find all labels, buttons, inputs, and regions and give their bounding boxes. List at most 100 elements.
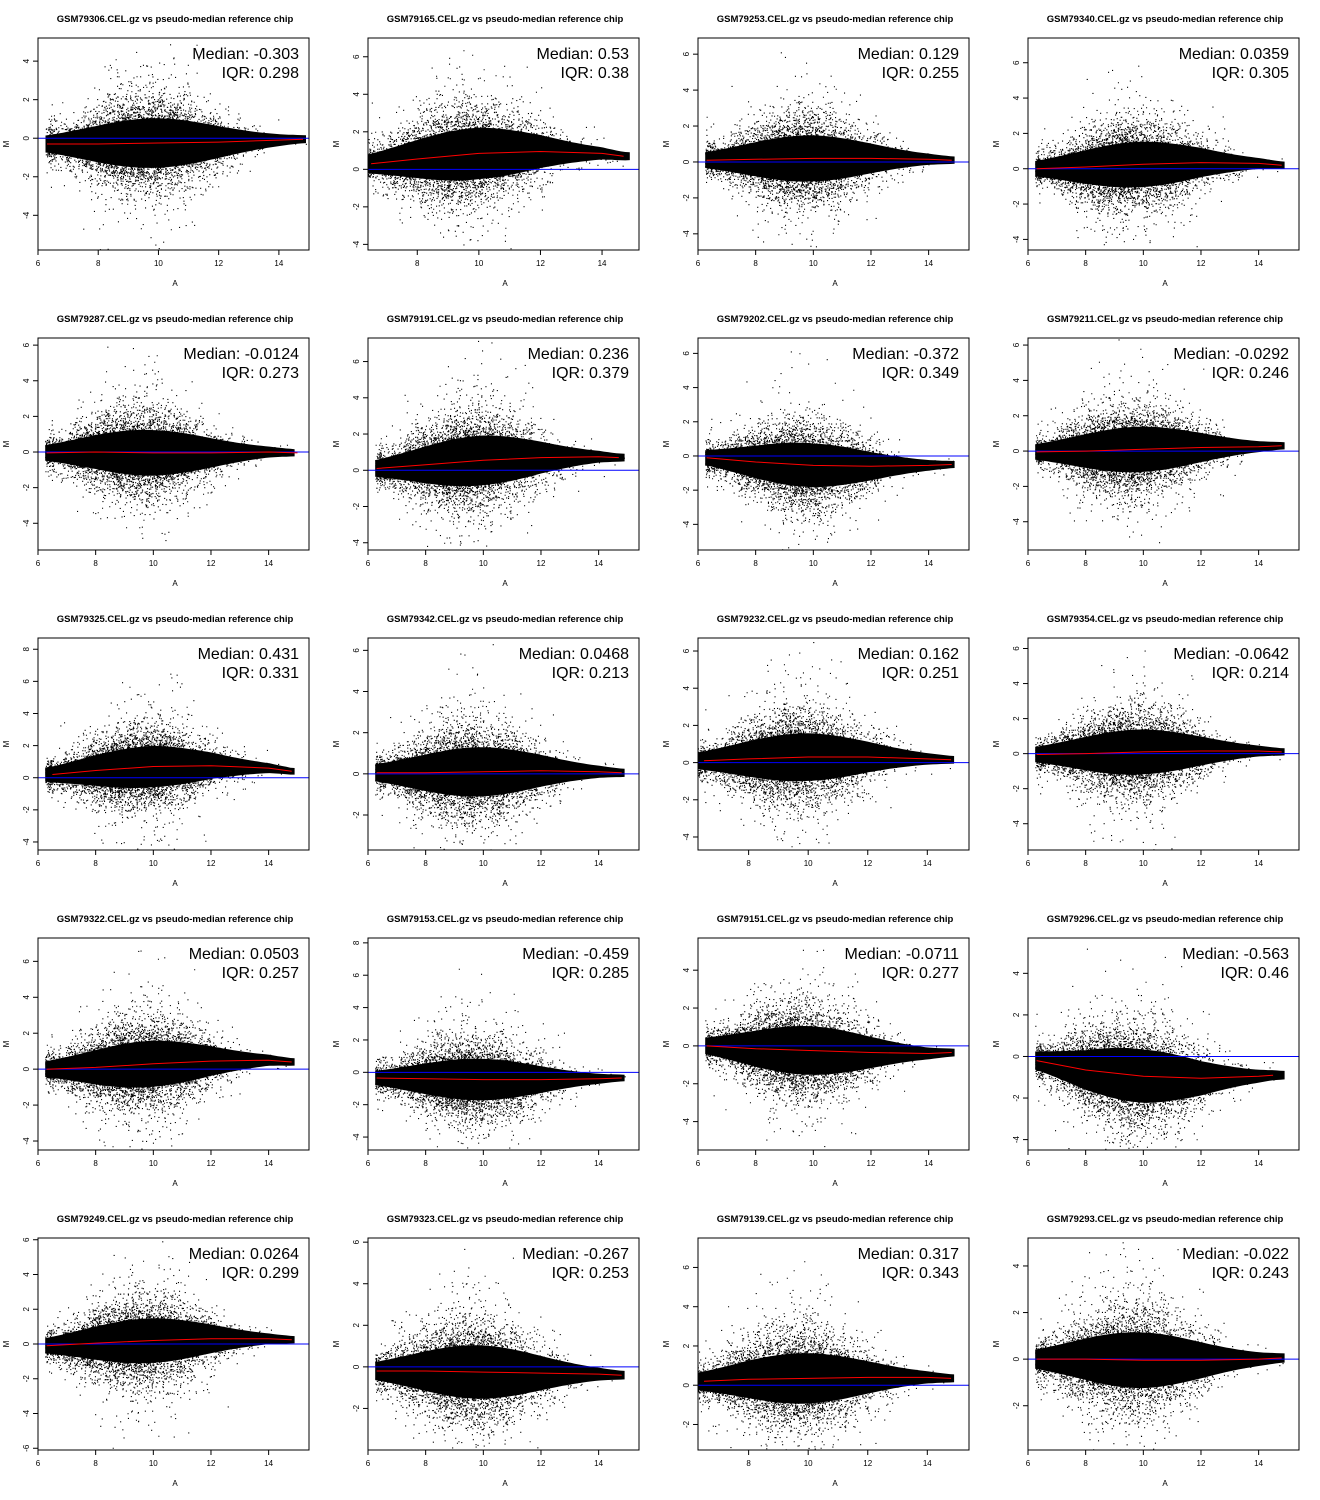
ma-plot-svg: GSM79340.CEL.gz vs pseudo-median referen…: [990, 0, 1320, 300]
ma-plot-panel: GSM79191.CEL.gz vs pseudo-median referen…: [330, 300, 660, 600]
x-tick-label: 10: [809, 559, 818, 568]
y-tick-label: -4: [22, 1409, 31, 1417]
iqr-label: IQR: 0.379: [552, 365, 629, 382]
x-tick-label: 8: [423, 1159, 428, 1168]
y-tick-label: -2: [682, 194, 691, 202]
y-tick-label: 2: [682, 419, 691, 424]
y-tick-label: -2: [22, 484, 31, 492]
x-tick-label: 10: [804, 859, 813, 868]
x-tick-label: 6: [366, 859, 371, 868]
y-tick-label: 2: [682, 1343, 691, 1348]
x-tick-label: 12: [1197, 859, 1206, 868]
y-tick-label: -4: [22, 1137, 31, 1145]
x-tick-label: 8: [746, 1459, 751, 1468]
y-tick-label: -2: [1012, 1094, 1021, 1102]
y-tick-label: 0: [352, 468, 361, 473]
x-tick-label: 8: [746, 859, 751, 868]
y-tick-label: -4: [1012, 1136, 1021, 1144]
median-label: Median: -0.0292: [1173, 346, 1289, 363]
ma-plot-panel: GSM79354.CEL.gz vs pseudo-median referen…: [990, 600, 1320, 900]
y-tick-label: 4: [352, 1005, 361, 1010]
y-tick-label: 6: [682, 648, 691, 653]
median-label: Median: -0.267: [522, 1246, 629, 1263]
x-tick-label: 6: [1026, 1459, 1031, 1468]
x-tick-label: 14: [594, 559, 603, 568]
iqr-label: IQR: 0.285: [552, 965, 629, 982]
ma-plot-svg: GSM79342.CEL.gz vs pseudo-median referen…: [330, 600, 660, 900]
y-tick-label: 4: [352, 92, 361, 97]
y-axis-label: M: [332, 140, 341, 147]
x-tick-label: 8: [1083, 259, 1088, 268]
median-label: Median: -0.563: [1182, 946, 1289, 963]
y-tick-label: -2: [22, 1101, 31, 1109]
x-axis-label: A: [172, 1179, 178, 1188]
x-tick-label: 8: [1083, 859, 1088, 868]
iqr-label: IQR: 0.255: [882, 65, 959, 82]
plot-title: GSM79354.CEL.gz vs pseudo-median referen…: [1047, 614, 1284, 625]
ma-plot-panel: GSM79211.CEL.gz vs pseudo-median referen…: [990, 300, 1320, 600]
x-axis-label: A: [172, 279, 178, 288]
y-axis-label: M: [2, 1340, 11, 1347]
ma-plot-panel: GSM79323.CEL.gz vs pseudo-median referen…: [330, 1200, 660, 1500]
x-tick-label: 8: [96, 259, 101, 268]
y-tick-label: 6: [352, 648, 361, 653]
y-axis-label: M: [662, 1040, 671, 1047]
median-label: Median: -0.0711: [845, 946, 960, 963]
x-tick-label: 6: [36, 559, 41, 568]
ma-plot-panel: GSM79139.CEL.gz vs pseudo-median referen…: [660, 1200, 990, 1500]
x-tick-label: 14: [923, 1459, 932, 1468]
plot-title: GSM79296.CEL.gz vs pseudo-median referen…: [1047, 914, 1284, 925]
x-tick-label: 10: [474, 259, 483, 268]
plot-title: GSM79322.CEL.gz vs pseudo-median referen…: [57, 914, 294, 925]
x-tick-label: 6: [36, 1159, 41, 1168]
x-tick-label: 10: [809, 1159, 818, 1168]
y-tick-label: -4: [22, 211, 31, 219]
x-tick-label: 12: [1197, 1159, 1206, 1168]
plot-title: GSM79306.CEL.gz vs pseudo-median referen…: [57, 14, 294, 25]
x-tick-label: 14: [264, 859, 273, 868]
y-tick-label: -2: [22, 173, 31, 181]
y-axis-label: M: [992, 140, 1001, 147]
median-label: Median: 0.431: [198, 646, 300, 663]
x-tick-label: 12: [207, 1159, 216, 1168]
y-tick-label: -2: [352, 1101, 361, 1109]
plot-title: GSM79202.CEL.gz vs pseudo-median referen…: [717, 314, 954, 325]
x-axis-label: A: [832, 579, 838, 588]
x-tick-label: 6: [36, 259, 41, 268]
y-tick-label: 2: [682, 723, 691, 728]
y-tick-label: -2: [682, 1080, 691, 1088]
y-tick-label: 4: [352, 1281, 361, 1286]
plot-title: GSM79232.CEL.gz vs pseudo-median referen…: [717, 614, 954, 625]
y-tick-label: 2: [352, 1323, 361, 1328]
point-cloud: [45, 951, 291, 1228]
x-tick-label: 6: [1026, 559, 1031, 568]
y-axis-label: M: [2, 140, 11, 147]
x-tick-label: 8: [93, 859, 98, 868]
scatter-points: [375, 602, 624, 884]
scatter-points: [45, 951, 294, 1228]
plot-title: GSM79165.CEL.gz vs pseudo-median referen…: [387, 14, 624, 25]
y-tick-label: 0: [352, 771, 361, 776]
x-axis-label: A: [1162, 1479, 1168, 1488]
y-tick-label: 6: [682, 1265, 691, 1270]
ma-plot-svg: GSM79354.CEL.gz vs pseudo-median referen…: [990, 600, 1320, 900]
y-tick-label: -2: [682, 1420, 691, 1428]
x-tick-label: 12: [863, 1459, 872, 1468]
x-tick-label: 6: [696, 559, 701, 568]
ma-plot-panel: GSM79340.CEL.gz vs pseudo-median referen…: [990, 0, 1320, 300]
y-tick-label: 0: [352, 167, 361, 172]
x-tick-label: 10: [479, 559, 488, 568]
y-tick-label: -4: [22, 838, 31, 846]
point-cloud: [375, 602, 623, 884]
x-tick-label: 14: [1254, 259, 1263, 268]
scatter-points: [705, 52, 954, 275]
ma-plot-svg: GSM79153.CEL.gz vs pseudo-median referen…: [330, 900, 660, 1200]
ma-plot-svg: GSM79293.CEL.gz vs pseudo-median referen…: [990, 1200, 1320, 1500]
y-axis-label: M: [992, 440, 1001, 447]
x-tick-label: 14: [1254, 559, 1263, 568]
y-tick-label: 4: [352, 395, 361, 400]
y-tick-label: 2: [352, 129, 361, 134]
x-tick-label: 10: [804, 1459, 813, 1468]
y-tick-label: 6: [22, 679, 31, 684]
ma-plot-svg: GSM79322.CEL.gz vs pseudo-median referen…: [0, 900, 330, 1200]
